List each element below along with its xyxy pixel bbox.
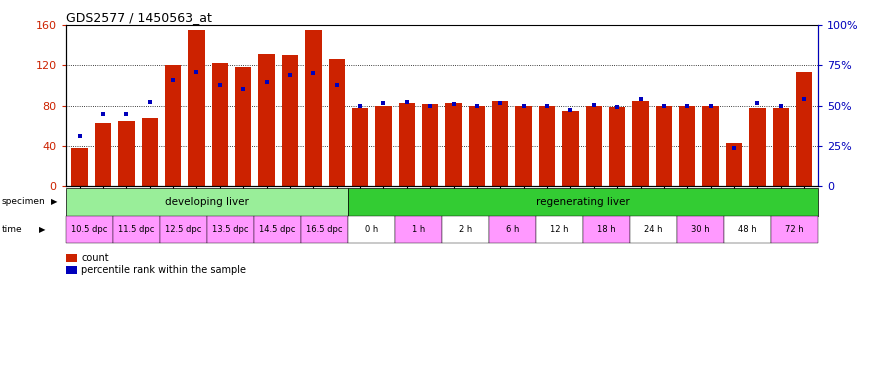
Text: ▶: ▶ [38, 225, 45, 234]
Bar [633, 101, 648, 186]
Point [424, 103, 438, 109]
Bar [142, 118, 158, 186]
Bar [585, 106, 602, 186]
Text: time: time [2, 225, 23, 234]
Text: 11.5 dpc: 11.5 dpc [118, 225, 154, 234]
Text: 48 h: 48 h [738, 225, 757, 234]
Text: 6 h: 6 h [506, 225, 519, 234]
Text: 12.5 dpc: 12.5 dpc [165, 225, 201, 234]
Point [166, 77, 180, 83]
Bar [703, 106, 718, 186]
Point [470, 103, 484, 109]
Bar [375, 106, 392, 186]
Point [376, 99, 390, 106]
Point [704, 103, 717, 109]
Bar [188, 30, 205, 186]
Text: specimen: specimen [2, 197, 45, 207]
Bar [539, 106, 556, 186]
Text: regenerating liver: regenerating liver [536, 197, 630, 207]
Text: 2 h: 2 h [458, 225, 472, 234]
Bar [328, 59, 345, 186]
Bar [563, 111, 578, 186]
Point [516, 103, 530, 109]
Bar [235, 67, 251, 186]
Bar [282, 55, 298, 186]
Bar [258, 54, 275, 186]
Point [797, 96, 811, 102]
Point [680, 103, 694, 109]
Text: count: count [81, 253, 109, 263]
Point [540, 103, 554, 109]
Bar [655, 106, 672, 186]
Point [119, 111, 133, 117]
Bar [212, 63, 228, 186]
Point [634, 96, 648, 102]
Point [657, 103, 671, 109]
Point [190, 69, 204, 75]
Point [283, 72, 297, 78]
Text: 14.5 dpc: 14.5 dpc [259, 225, 296, 234]
Point [213, 83, 227, 89]
Bar [118, 121, 135, 186]
Bar [773, 108, 789, 186]
Point [751, 99, 765, 106]
Point [354, 103, 367, 109]
Bar [609, 107, 626, 186]
Text: developing liver: developing liver [164, 197, 248, 207]
Point [610, 104, 624, 110]
Bar [352, 108, 368, 186]
Bar [515, 106, 532, 186]
Bar [796, 72, 812, 186]
Bar [445, 103, 462, 186]
Point [73, 133, 87, 139]
Text: GDS2577 / 1450563_at: GDS2577 / 1450563_at [66, 12, 212, 25]
Text: 12 h: 12 h [550, 225, 569, 234]
Bar [72, 148, 88, 186]
Text: percentile rank within the sample: percentile rank within the sample [81, 265, 247, 275]
Bar [422, 104, 438, 186]
Text: 10.5 dpc: 10.5 dpc [71, 225, 108, 234]
Point [493, 99, 507, 106]
Point [236, 86, 250, 93]
Bar [469, 106, 485, 186]
Bar [749, 108, 766, 186]
Bar [94, 123, 111, 186]
Text: 13.5 dpc: 13.5 dpc [212, 225, 248, 234]
Text: 18 h: 18 h [597, 225, 616, 234]
Text: 24 h: 24 h [644, 225, 662, 234]
Text: 1 h: 1 h [412, 225, 425, 234]
Bar [679, 106, 696, 186]
Point [564, 107, 578, 113]
Point [330, 83, 344, 89]
Point [96, 111, 110, 117]
Point [143, 99, 157, 105]
Text: 16.5 dpc: 16.5 dpc [306, 225, 342, 234]
Text: ▶: ▶ [51, 197, 57, 207]
Bar [165, 65, 181, 186]
Bar [492, 101, 508, 186]
Text: 0 h: 0 h [365, 225, 378, 234]
Point [774, 103, 788, 109]
Point [727, 145, 741, 151]
Text: 30 h: 30 h [691, 225, 710, 234]
Point [306, 70, 320, 76]
Text: 72 h: 72 h [785, 225, 804, 234]
Bar [305, 30, 321, 186]
Bar [399, 103, 415, 186]
Bar [726, 143, 742, 186]
Point [260, 79, 274, 86]
Point [587, 101, 601, 108]
Point [400, 99, 414, 105]
Point [446, 101, 460, 107]
